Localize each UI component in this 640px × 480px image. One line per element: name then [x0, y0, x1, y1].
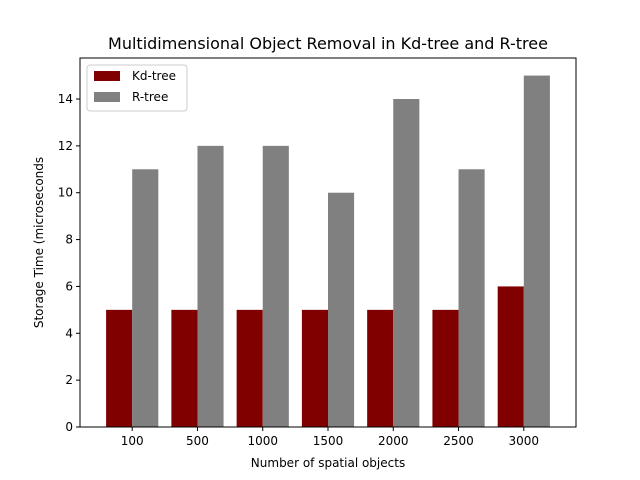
bar-kd-tree-1000: [236, 309, 263, 427]
bar-kd-tree-100: [106, 309, 133, 427]
bar-r-tree-1500: [328, 192, 355, 427]
y-tick-label: 10: [58, 186, 73, 200]
y-tick-label: 8: [65, 233, 73, 247]
x-tick-label: 100: [121, 434, 144, 448]
bar-r-tree-2000: [393, 99, 420, 427]
bar-kd-tree-2500: [432, 309, 459, 427]
y-tick-label: 2: [65, 373, 73, 387]
y-tick-label: 0: [65, 420, 73, 434]
legend-swatch: [94, 71, 120, 81]
y-tick-label: 14: [58, 92, 73, 106]
x-tick-label: 2000: [378, 434, 409, 448]
x-axis-label: Number of spatial objects: [251, 456, 405, 470]
bar-r-tree-500: [197, 145, 224, 427]
legend-swatch: [94, 92, 120, 102]
bar-r-tree-1000: [262, 145, 289, 427]
x-tick-label: 1000: [247, 434, 278, 448]
bar-kd-tree-500: [171, 309, 198, 427]
legend: Kd-tree R-tree: [86, 64, 188, 112]
bar-kd-tree-3000: [497, 286, 524, 427]
bar-r-tree-3000: [523, 75, 550, 428]
y-axis: 0 2 4 6 8 10 12 14: [58, 92, 80, 434]
x-tick-label: 2500: [443, 434, 474, 448]
chart-title: Multidimensional Object Removal in Kd-tr…: [108, 34, 548, 53]
y-tick-label: 6: [65, 279, 73, 293]
bar-kd-tree-2000: [367, 309, 394, 427]
bar-kd-tree-1500: [301, 309, 328, 427]
y-tick-label: 4: [65, 326, 73, 340]
legend-label: R-tree: [132, 90, 168, 104]
x-tick-label: 500: [186, 434, 209, 448]
x-tick-label: 1500: [313, 434, 344, 448]
x-tick-label: 3000: [509, 434, 540, 448]
bar-r-tree-100: [132, 169, 159, 428]
y-axis-label: Storage Time (microseconds: [32, 157, 46, 328]
x-axis: 100 500 1000 1500 2000 2500 3000: [121, 427, 539, 448]
y-tick-label: 12: [58, 139, 73, 153]
bar-r-tree-2500: [458, 169, 485, 428]
legend-label: Kd-tree: [132, 69, 176, 83]
bars-layer: [106, 75, 550, 428]
